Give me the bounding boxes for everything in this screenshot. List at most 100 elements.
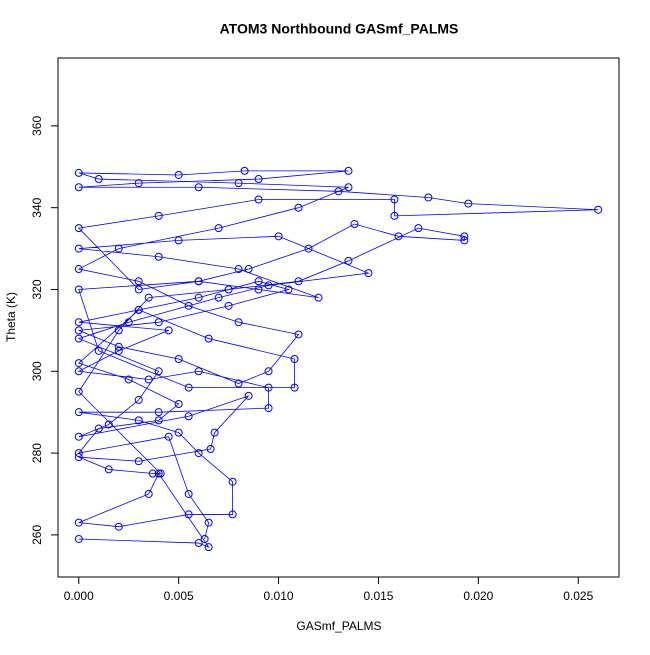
data-point: [74, 326, 83, 335]
data-point: [154, 416, 163, 425]
data-point: [134, 277, 143, 286]
data-point: [74, 183, 83, 192]
data-point: [94, 424, 103, 433]
data-point: [254, 195, 263, 204]
data-point: [114, 342, 123, 351]
data-point: [74, 432, 83, 441]
data-point: [234, 318, 243, 327]
data-point: [264, 281, 273, 290]
data-point: [264, 367, 273, 376]
data-point: [284, 285, 293, 294]
x-tick-label: 0.015: [363, 589, 393, 603]
data-point: [148, 469, 157, 478]
data-point: [464, 199, 473, 208]
data-point: [234, 265, 243, 274]
data-point: [290, 355, 299, 364]
data-point: [154, 252, 163, 261]
x-tick-label: 0.010: [264, 589, 294, 603]
data-point: [304, 244, 313, 253]
data-point: [154, 408, 163, 417]
data-point: [104, 465, 113, 474]
data-point: [254, 285, 263, 294]
y-axis-title: Theta (K): [4, 292, 18, 342]
data-point: [244, 391, 253, 400]
data-point: [460, 236, 469, 245]
y-tick-label: 320: [30, 279, 44, 299]
data-point: [104, 420, 113, 429]
data-point: [134, 457, 143, 466]
data-point: [204, 334, 213, 343]
y-tick-label: 260: [30, 525, 44, 545]
data-point: [184, 510, 193, 519]
data-point: [74, 168, 83, 177]
data-point: [164, 326, 173, 335]
data-line: [77, 170, 599, 549]
y-tick-label: 340: [30, 197, 44, 217]
data-point: [460, 232, 469, 241]
data-point: [156, 469, 165, 478]
data-point: [214, 224, 223, 233]
data-point: [74, 387, 83, 396]
data-point: [114, 244, 123, 253]
data-point: [390, 211, 399, 220]
data-point: [254, 277, 263, 286]
data-point: [134, 285, 143, 294]
data-point: [174, 355, 183, 364]
data-point: [74, 367, 83, 376]
data-point: [344, 256, 353, 265]
data-point: [174, 170, 183, 179]
data-point: [74, 318, 83, 327]
data-point: [174, 236, 183, 245]
data-point: [114, 346, 123, 355]
data-point: [334, 187, 343, 196]
data-point: [184, 412, 193, 421]
data-point: [314, 293, 323, 302]
data-point: [134, 305, 143, 314]
data-point: [204, 518, 213, 527]
data-point: [210, 428, 219, 437]
data-point: [94, 346, 103, 355]
data-point: [224, 285, 233, 294]
data-point: [264, 404, 273, 413]
data-point: [364, 269, 373, 278]
data-point: [228, 477, 237, 486]
data-point: [184, 489, 193, 498]
data-point: [204, 543, 213, 552]
data-point: [194, 277, 203, 286]
data-point: [174, 400, 183, 408]
data-point: [144, 293, 153, 302]
data-point: [174, 428, 183, 437]
data-point: [350, 220, 359, 229]
x-axis-title: GASmf_PALMS: [296, 619, 381, 633]
data-point: [244, 265, 253, 274]
data-point: [394, 232, 403, 241]
data-point: [74, 518, 83, 527]
data-point: [164, 432, 173, 441]
data-point: [594, 205, 603, 214]
data-point: [194, 449, 203, 458]
data-point: [134, 179, 143, 188]
data-point: [294, 330, 303, 339]
data-point: [344, 183, 353, 192]
data-point: [206, 444, 215, 453]
data-point: [240, 166, 249, 175]
data-point: [274, 232, 283, 241]
data-point: [214, 293, 223, 302]
data-point: [124, 375, 133, 384]
data-point: [74, 265, 83, 274]
data-point: [290, 383, 299, 392]
data-point: [194, 293, 203, 302]
data-point: [74, 408, 83, 417]
x-tick-label: 0.020: [463, 589, 493, 603]
data-point: [74, 449, 83, 458]
data-point: [134, 395, 143, 404]
data-point: [294, 203, 303, 212]
y-tick-label: 300: [30, 361, 44, 381]
data-point: [134, 416, 143, 425]
data-point: [414, 224, 423, 233]
data-point: [184, 383, 193, 392]
y-tick-label: 280: [30, 443, 44, 463]
data-point: [74, 334, 83, 343]
data-point: [144, 489, 153, 498]
